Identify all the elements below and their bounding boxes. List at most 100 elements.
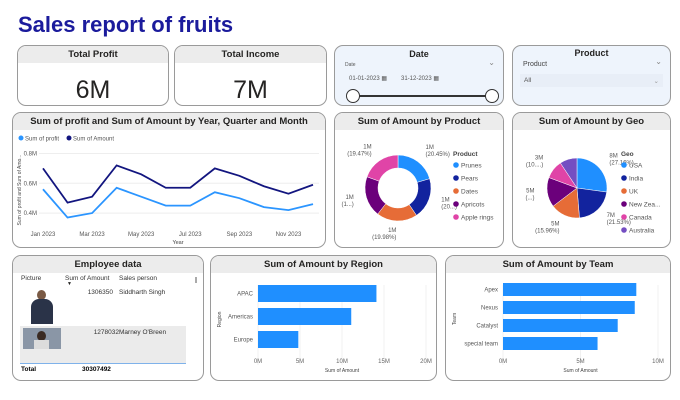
x-tick-label: 10M xyxy=(652,359,664,365)
product-dropdown[interactable]: All ⌄ xyxy=(520,74,663,87)
data-label-pct: (20.45%) xyxy=(426,152,450,158)
slicer-field: Date xyxy=(345,62,356,68)
category-label: Apex xyxy=(484,288,498,294)
data-label-pct: (19.47%) xyxy=(347,151,371,157)
x-tick-label: 15M xyxy=(378,359,390,365)
range-end-handle[interactable] xyxy=(485,89,499,103)
x-tick-label: 20M xyxy=(420,359,432,365)
x-tick-label: Nov 2023 xyxy=(276,232,302,238)
end-date: 31-12-2023 xyxy=(401,76,432,82)
bar xyxy=(503,283,637,296)
legend-label: Pears xyxy=(461,176,479,183)
data-label: 7M xyxy=(607,213,615,219)
chevron-down-icon[interactable]: ⌄ xyxy=(655,57,662,66)
x-axis-label: Sum of Amount xyxy=(325,368,360,374)
y-axis-label: Team xyxy=(452,313,458,325)
product-slicer: Product Product ⌄ All ⌄ xyxy=(512,45,671,106)
chevron-down-icon: ⌄ xyxy=(653,78,659,85)
y-axis-label: Region xyxy=(217,311,223,327)
legend-marker xyxy=(453,188,459,194)
chart-title: Sum of Amount by Team xyxy=(446,256,670,273)
start-date-input[interactable]: 01-01-2023 ▦ xyxy=(349,75,387,82)
data-label: 1M xyxy=(363,144,371,150)
slicer-title: Date xyxy=(409,49,429,59)
legend-marker xyxy=(621,175,627,181)
legend-label: Sum of Amount xyxy=(73,137,114,143)
start-date: 01-01-2023 xyxy=(349,76,380,82)
kpi-value: 7M xyxy=(233,76,268,104)
pie-slice xyxy=(397,154,430,183)
region-bar-chart: 0M 5M 10M 15M 20M APAC Americas Europe Sum of Am… xyxy=(217,285,432,374)
data-label-pct: (19.98%) xyxy=(372,235,396,241)
employee-photo xyxy=(29,290,55,324)
date-slicer: Date Date ⌄ 01-01-2023 ▦ 31-12-2023 ▦ xyxy=(334,45,504,106)
data-label-pct: (10....) xyxy=(526,162,543,168)
x-tick-label: May 2023 xyxy=(128,232,155,238)
chevron-down-icon[interactable]: ⌄ xyxy=(488,58,495,67)
legend-label: Canada xyxy=(629,215,652,222)
salesperson-cell: Marney O'Breen xyxy=(119,329,167,336)
data-label: 8M xyxy=(609,154,617,160)
x-tick-label: 0M xyxy=(499,359,507,365)
x-tick-label: Jul 2023 xyxy=(179,232,202,238)
bar xyxy=(258,331,299,348)
legend-title: Product xyxy=(453,151,478,158)
slicer-field: Product xyxy=(523,61,548,68)
table-row[interactable]: 1306350 Siddharth Singh xyxy=(13,286,187,326)
chart-title: Sum of Amount by Geo xyxy=(513,113,670,130)
data-label-pct: (20...) xyxy=(441,205,457,211)
slicer-title: Product xyxy=(574,48,609,58)
scrollbar[interactable] xyxy=(195,277,197,283)
end-date-input[interactable]: 31-12-2023 ▦ xyxy=(401,75,439,82)
team-bar-card: Sum of Amount by Team 0M 5M 10M Apex Nexus Ca… xyxy=(445,255,671,381)
sort-desc-icon: ▼ xyxy=(67,281,72,287)
data-label: 3M xyxy=(535,155,543,161)
total-label: Total xyxy=(21,366,37,373)
category-label: APAC xyxy=(237,292,254,298)
legend-label: India xyxy=(629,176,643,183)
legend-marker xyxy=(453,201,459,207)
legend-label: Dates xyxy=(461,189,479,196)
category-label: Americas xyxy=(228,315,253,321)
column-header-picture[interactable]: Picture xyxy=(21,275,42,282)
legend-marker xyxy=(66,135,72,141)
kpi-label: Total Profit xyxy=(18,46,168,63)
legend-marker xyxy=(621,162,627,168)
legend-marker xyxy=(621,201,627,207)
calendar-icon[interactable]: ▦ xyxy=(381,76,388,82)
range-start-handle[interactable] xyxy=(346,89,360,103)
category-label: special team xyxy=(464,342,498,348)
data-label-pct: (21.53%) xyxy=(607,220,631,226)
employee-photo xyxy=(23,328,61,349)
x-tick-label: Sep 2023 xyxy=(227,232,253,238)
table-row[interactable]: 1278032 Marney O'Breen xyxy=(20,326,186,364)
bar xyxy=(258,308,352,325)
kpi-value: 6M xyxy=(75,76,111,104)
column-header-amount[interactable]: Sum of Amount xyxy=(65,275,110,282)
series-line-1 xyxy=(42,164,314,204)
kpi-total-income: Total Income 7M xyxy=(174,45,327,106)
legend-label: USA xyxy=(629,163,643,170)
legend-marker xyxy=(453,214,459,220)
data-label: 1M xyxy=(345,195,353,201)
pie-slice xyxy=(576,187,608,219)
data-label-pct: (...) xyxy=(525,195,534,201)
x-tick-label: 10M xyxy=(336,359,348,365)
calendar-icon[interactable]: ▦ xyxy=(433,76,440,82)
x-tick-label: 5M xyxy=(576,359,584,365)
kpi-label: Total Income xyxy=(175,46,326,63)
line-chart-card: Sum of profit and Sum of Amount by Year,… xyxy=(12,112,326,248)
x-tick-label: 0M xyxy=(254,359,262,365)
chart-title: Sum of Amount by Product xyxy=(335,113,503,130)
data-label: 5M xyxy=(526,188,534,194)
pie-slice xyxy=(560,157,578,189)
column-header-salesperson[interactable]: Sales person xyxy=(119,275,157,282)
table-title: Employee data xyxy=(13,256,203,273)
kpi-total-profit: Total Profit 6M xyxy=(17,45,169,106)
employee-table-card: Employee data Picture Sum of Amount ▼ Sa… xyxy=(12,255,204,381)
salesperson-cell: Siddharth Singh xyxy=(119,289,166,296)
pie-chart: 8M(27.16%)7M(21.53%)5M(15.96%)5M(...)3M(… xyxy=(525,151,660,235)
date-range-track[interactable] xyxy=(353,95,492,97)
x-axis-label: Sum of Amount xyxy=(563,368,598,374)
legend-marker xyxy=(18,135,24,141)
